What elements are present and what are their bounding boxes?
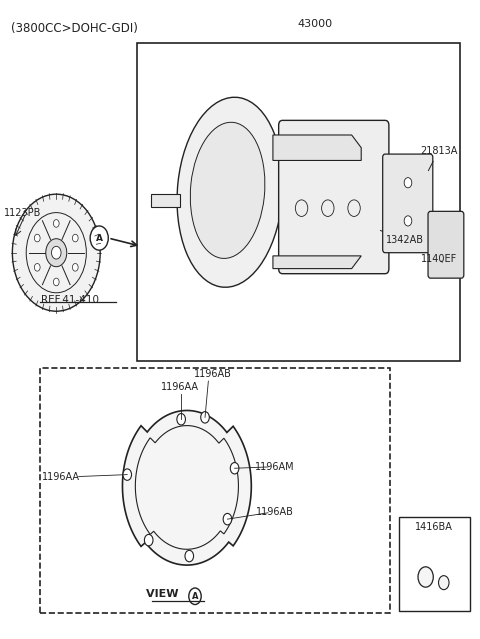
- Circle shape: [201, 412, 209, 423]
- Circle shape: [72, 263, 78, 271]
- Text: A: A: [192, 592, 198, 601]
- Polygon shape: [273, 135, 361, 160]
- Text: VIEW: VIEW: [146, 589, 182, 599]
- Text: REF.41-410: REF.41-410: [40, 295, 98, 305]
- Circle shape: [35, 235, 40, 242]
- Text: 43000: 43000: [297, 19, 332, 29]
- Circle shape: [404, 178, 412, 188]
- Polygon shape: [151, 194, 180, 207]
- Circle shape: [35, 263, 40, 271]
- FancyBboxPatch shape: [383, 154, 433, 252]
- Circle shape: [185, 550, 193, 562]
- Circle shape: [189, 588, 201, 604]
- Text: 1416BA: 1416BA: [415, 522, 453, 532]
- FancyBboxPatch shape: [428, 212, 464, 278]
- Circle shape: [418, 567, 433, 587]
- Text: A: A: [96, 234, 103, 243]
- Text: 1342AB: 1342AB: [380, 231, 424, 245]
- Circle shape: [51, 246, 61, 259]
- Text: 1123PB: 1123PB: [4, 208, 41, 218]
- Circle shape: [53, 220, 59, 227]
- Text: 1140EF: 1140EF: [421, 254, 457, 265]
- Circle shape: [230, 463, 239, 474]
- Ellipse shape: [177, 97, 283, 288]
- Text: 21813A: 21813A: [420, 146, 457, 171]
- Circle shape: [223, 513, 232, 525]
- Text: 1196AA: 1196AA: [42, 472, 80, 482]
- Circle shape: [404, 216, 412, 226]
- Circle shape: [46, 239, 67, 266]
- Circle shape: [12, 194, 100, 311]
- Circle shape: [72, 235, 78, 242]
- Circle shape: [53, 278, 59, 286]
- FancyBboxPatch shape: [137, 43, 459, 361]
- Text: (3800CC>DOHC-GDI): (3800CC>DOHC-GDI): [11, 22, 138, 35]
- Text: 1196AM: 1196AM: [254, 462, 294, 472]
- Circle shape: [177, 413, 185, 425]
- Text: 1196AA: 1196AA: [161, 382, 199, 392]
- FancyBboxPatch shape: [279, 120, 389, 273]
- FancyBboxPatch shape: [39, 369, 390, 613]
- Polygon shape: [122, 410, 252, 565]
- Circle shape: [123, 469, 132, 481]
- Text: 1196AB: 1196AB: [194, 369, 232, 379]
- Circle shape: [439, 576, 449, 590]
- Polygon shape: [273, 256, 361, 268]
- Circle shape: [90, 226, 108, 250]
- Text: 1196AB: 1196AB: [256, 507, 294, 516]
- Ellipse shape: [190, 122, 265, 258]
- Circle shape: [144, 534, 153, 546]
- FancyBboxPatch shape: [399, 517, 469, 611]
